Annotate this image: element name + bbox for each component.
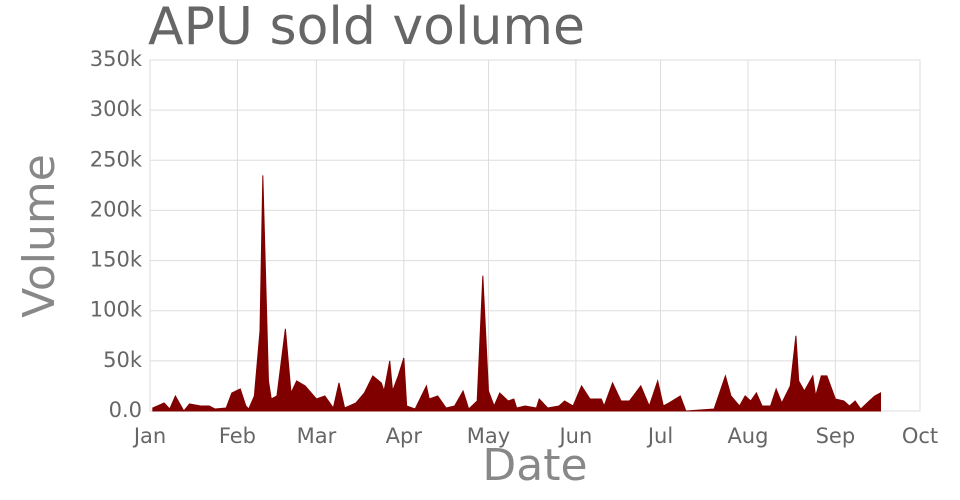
y-tick-label: 200k	[90, 197, 143, 221]
y-tick-label: 250k	[90, 147, 143, 171]
x-tick-label: May	[467, 424, 510, 448]
x-tick-label: Jun	[557, 424, 592, 448]
y-tick-label: 300k	[90, 97, 143, 121]
x-tick-label: Sep	[816, 424, 856, 448]
x-tick-label: Jul	[646, 424, 673, 448]
y-axis-label: Volume	[14, 154, 65, 318]
x-tick-label: Aug	[727, 424, 768, 448]
x-tick-label: Feb	[219, 424, 256, 448]
chart-title: APU sold volume	[148, 0, 585, 57]
y-tick-label: 150k	[90, 248, 143, 272]
x-tick-label: Mar	[297, 424, 337, 448]
x-tick-label: Apr	[386, 424, 423, 448]
x-tick-label: Oct	[902, 424, 938, 448]
y-tick-label: 0.0	[109, 398, 142, 422]
y-tick-label: 50k	[103, 348, 143, 372]
area	[152, 175, 882, 412]
y-tick-label: 350k	[90, 47, 143, 71]
y-tick-label: 100k	[90, 298, 143, 322]
x-axis-label: Date	[482, 440, 587, 491]
x-tick-label: Jan	[132, 424, 166, 448]
